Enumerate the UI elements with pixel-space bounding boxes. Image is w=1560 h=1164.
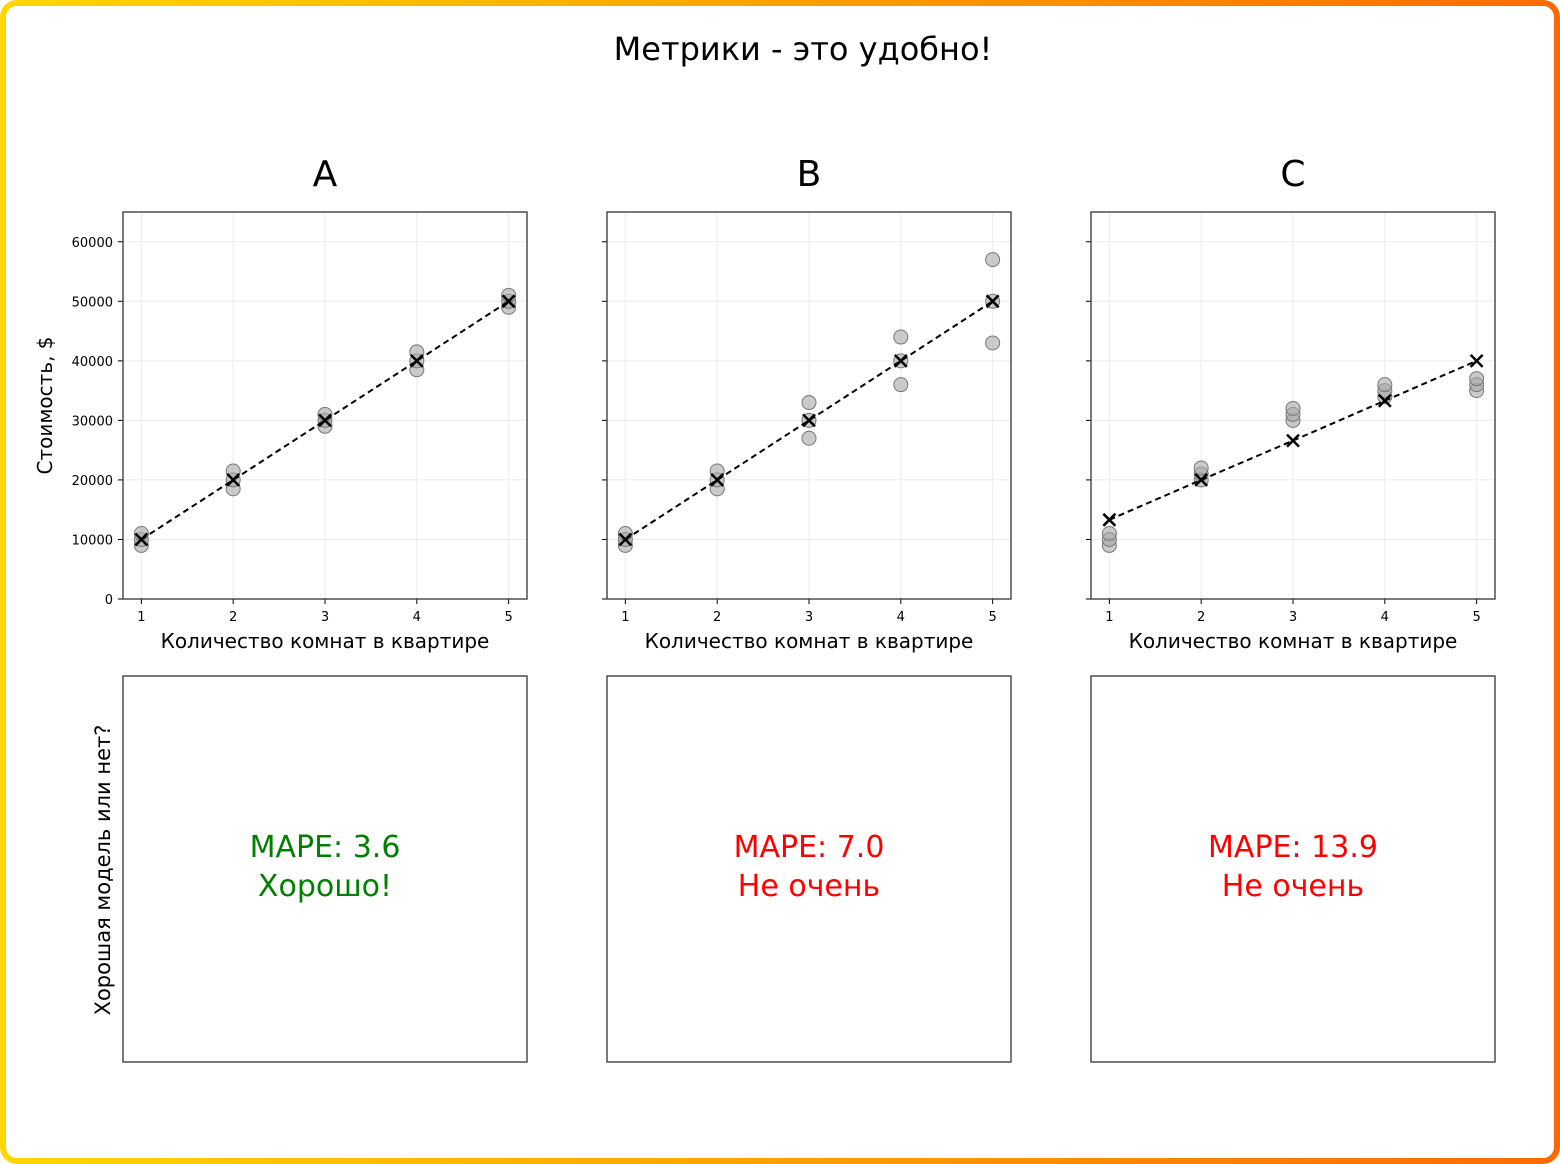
observed-point [985,252,1001,268]
observed-point [893,329,909,345]
prediction-line [1108,359,1478,521]
x-tick-label: 1 [621,610,629,625]
metric-label: MAPE: 13.9 [1208,830,1378,865]
observed-point [801,430,817,446]
prediction-marker [1194,473,1209,487]
y-tick-label: 40000 [72,355,113,370]
y-tick-label: 50000 [72,295,113,310]
verdict-label: Не очень [738,869,880,904]
observed-point [1193,460,1209,476]
observed-point [709,463,725,479]
prediction-marker [318,413,332,428]
prediction-marker [226,473,241,487]
x-tick-label: 3 [321,610,329,625]
x-tick-label: 5 [988,610,996,625]
x-tick-label: 5 [1472,610,1480,625]
prediction-line [140,300,510,541]
prediction-marker [802,413,816,428]
x-tick-label: 2 [1197,610,1205,625]
x-tick-label: 5 [504,610,512,625]
y-tick-label: 30000 [72,414,113,429]
observed-point [1285,400,1301,416]
figure-title: Метрики - это удобно! [614,30,993,68]
verdict-label: Хорошо! [258,869,392,904]
panel-title: A [313,154,338,195]
metric-label: MAPE: 3.6 [250,830,401,865]
y-tick-label: 10000 [72,533,113,548]
plot-frame [122,211,528,600]
y-axis-label: Стоимость, $ [33,336,57,474]
y-tick-label: 60000 [72,236,113,251]
x-axis-label: Количество комнат в квартире [161,629,490,653]
bottom-row-ylabel: Хорошая модель или нет? [91,725,115,1016]
prediction-marker [409,353,424,368]
x-tick-label: 4 [897,610,905,625]
chart-panel-c: C 1 2 3 4 5 Количество комнат в квартире MAPE: … [1086,154,1496,1063]
prediction-marker [1377,393,1392,408]
observed-point [893,377,909,393]
y-tick-label: 20000 [72,474,113,489]
prediction-marker [893,353,908,368]
prediction-line [624,300,994,541]
panel-title: C [1280,154,1305,195]
x-axis-label: Количество комнат в квартире [645,629,974,653]
plot-frame [606,211,1012,600]
observed-point [1101,526,1117,542]
panel-title: B [797,154,822,195]
x-tick-label: 2 [713,610,721,625]
observed-point [801,395,817,411]
prediction-marker [1102,512,1117,527]
prediction-marker [985,294,1000,309]
metric-box [606,675,1012,1063]
x-tick-label: 1 [1105,610,1113,625]
prediction-marker [1286,433,1300,448]
observed-point [1469,371,1485,387]
y-tick-label: 0 [105,593,113,608]
observed-point [985,335,1001,351]
observed-point [409,344,425,360]
x-tick-label: 2 [229,610,237,625]
x-tick-label: 3 [1289,610,1297,625]
plot-frame [1090,211,1496,600]
observed-point [1377,377,1393,393]
prediction-marker [501,294,516,309]
verdict-label: Не очень [1222,869,1364,904]
prediction-marker [1469,353,1484,368]
x-axis-label: Количество комнат в квартире [1129,629,1458,653]
metric-label: MAPE: 7.0 [734,830,885,865]
observed-point [225,463,241,479]
prediction-marker [618,532,633,547]
x-tick-label: 1 [137,610,145,625]
metric-box [122,675,528,1063]
chart-panel-a: A 1 2 3 4 5 0 10000 20000 30000 40000 50000 60000 Кол… [33,154,528,1063]
x-tick-label: 4 [413,610,421,625]
x-tick-label: 4 [1381,610,1389,625]
prediction-marker [710,473,725,487]
chart-panel-b: B 1 2 3 4 5 Количество комнат в квартире MAPE: … [602,154,1012,1063]
prediction-marker [134,532,149,547]
metric-box [1090,675,1496,1063]
x-tick-label: 3 [805,610,813,625]
